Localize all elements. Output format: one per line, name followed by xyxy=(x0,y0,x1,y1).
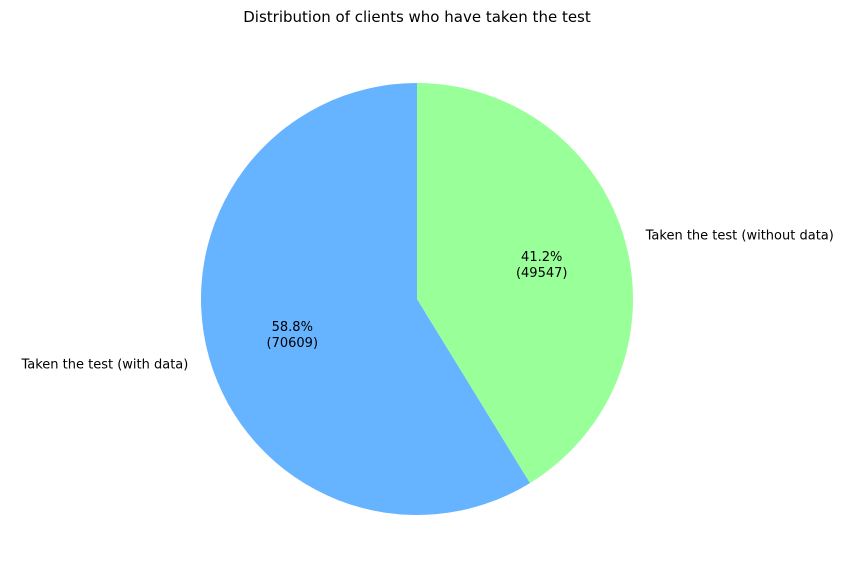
slice-percent-2: 41.2% xyxy=(521,250,562,265)
chart-title: Distribution of clients who have taken t… xyxy=(243,8,591,26)
pie-slices xyxy=(201,83,634,515)
slice-value-2: (49547) xyxy=(516,266,568,281)
slice-label-1: Taken the test (with data) xyxy=(20,358,188,373)
slice-label-2: Taken the test (without data) xyxy=(645,228,834,243)
pie-slice-2 xyxy=(417,83,634,484)
pie-slice-1 xyxy=(201,83,531,515)
slice-value-1: (70609) xyxy=(267,336,319,351)
pie-labels: Taken the test (with data) 58.8%(70609) Ta… xyxy=(20,228,833,372)
slice-percent-1: 58.8% xyxy=(272,320,313,335)
